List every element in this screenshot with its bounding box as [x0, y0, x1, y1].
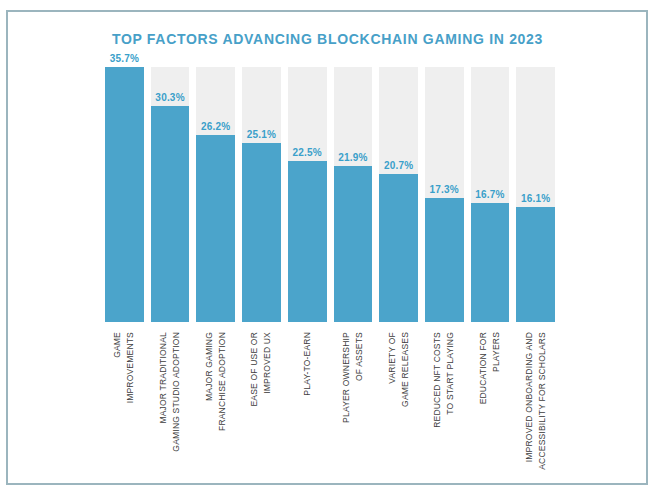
bar-column: 30.3%	[151, 67, 190, 322]
category-label-cell: IMPROVED ONBOARDING ANDACCESSIBILITY FOR…	[516, 332, 555, 480]
category-label-cell: GAMEIMPROVEMENTS	[105, 332, 144, 480]
chart-title: TOP FACTORS ADVANCING BLOCKCHAIN GAMING …	[0, 31, 655, 47]
category-label: PLAYER OWNERSHIPOF ASSETS	[338, 332, 368, 474]
bar	[288, 161, 327, 322]
bar	[334, 166, 373, 322]
bar-value-label: 21.9%	[338, 152, 367, 163]
bar-track	[334, 67, 373, 322]
bar	[196, 135, 235, 322]
bar	[516, 207, 555, 322]
bar-column: 17.3%	[425, 67, 464, 322]
bar-value-label: 30.3%	[155, 92, 184, 103]
bar-track	[151, 67, 190, 322]
category-label: IMPROVED ONBOARDING ANDACCESSIBILITY FOR…	[521, 332, 551, 474]
category-label-cell: EDUCATION FORPLAYERS	[471, 332, 510, 480]
bar-track	[288, 67, 327, 322]
category-label-cell: VARIETY OFGAME RELEASES	[379, 332, 418, 480]
bar	[242, 143, 281, 322]
bar-column: 25.1%	[242, 67, 281, 322]
bar-value-label: 35.7%	[110, 53, 139, 64]
bar-column: 16.7%	[471, 67, 510, 322]
bar-column: 35.7%	[105, 67, 144, 322]
bar	[151, 106, 190, 322]
category-label: MAJOR TRADITIONALGAMING STUDIO ADOPTION	[155, 332, 185, 474]
bar-column: 21.9%	[334, 67, 373, 322]
category-label-cell: PLAY-TO-EARN	[288, 332, 327, 480]
bar	[105, 67, 144, 322]
bar-track	[379, 67, 418, 322]
bar	[471, 203, 510, 322]
bar-column: 16.1%	[516, 67, 555, 322]
bar-track	[196, 67, 235, 322]
bar-value-label: 25.1%	[247, 129, 276, 140]
bar-column: 20.7%	[379, 67, 418, 322]
bar-value-label: 20.7%	[384, 160, 413, 171]
category-label: MAJOR GAMINGFRANCHISE ADOPTION	[201, 332, 231, 474]
bar-track	[105, 67, 144, 322]
bar-column: 26.2%	[196, 67, 235, 322]
category-label: REDUCED NFT COSTSTO START PLAYING	[429, 332, 459, 474]
category-label-cell: MAJOR GAMINGFRANCHISE ADOPTION	[196, 332, 235, 480]
bar-value-label: 16.7%	[475, 189, 504, 200]
bar-value-label: 16.1%	[521, 193, 550, 204]
category-label: VARIETY OFGAME RELEASES	[384, 332, 414, 474]
category-label-cell: REDUCED NFT COSTSTO START PLAYING	[425, 332, 464, 480]
category-label: PLAY-TO-EARN	[292, 332, 322, 474]
bar-value-label: 17.3%	[430, 184, 459, 195]
category-label: EASE OF USE ORIMPROVED UX	[246, 332, 276, 474]
bar-column: 22.5%	[288, 67, 327, 322]
bar-value-label: 22.5%	[292, 147, 321, 158]
category-label-cell: PLAYER OWNERSHIPOF ASSETS	[334, 332, 373, 480]
bar	[425, 198, 464, 322]
bar-chart-plot-area: 35.7% 30.3% 26.2% 25.1% 22.5% 21.9% 20.7% 17.3%…	[105, 67, 555, 322]
category-axis-labels: GAMEIMPROVEMENTS MAJOR TRADITIONALGAMING …	[105, 332, 555, 480]
category-label-cell: EASE OF USE ORIMPROVED UX	[242, 332, 281, 480]
bar-value-label: 26.2%	[201, 121, 230, 132]
bar	[379, 174, 418, 322]
bar-track	[242, 67, 281, 322]
category-label: EDUCATION FORPLAYERS	[475, 332, 505, 474]
category-label-cell: MAJOR TRADITIONALGAMING STUDIO ADOPTION	[151, 332, 190, 480]
category-label: GAMEIMPROVEMENTS	[109, 332, 139, 474]
